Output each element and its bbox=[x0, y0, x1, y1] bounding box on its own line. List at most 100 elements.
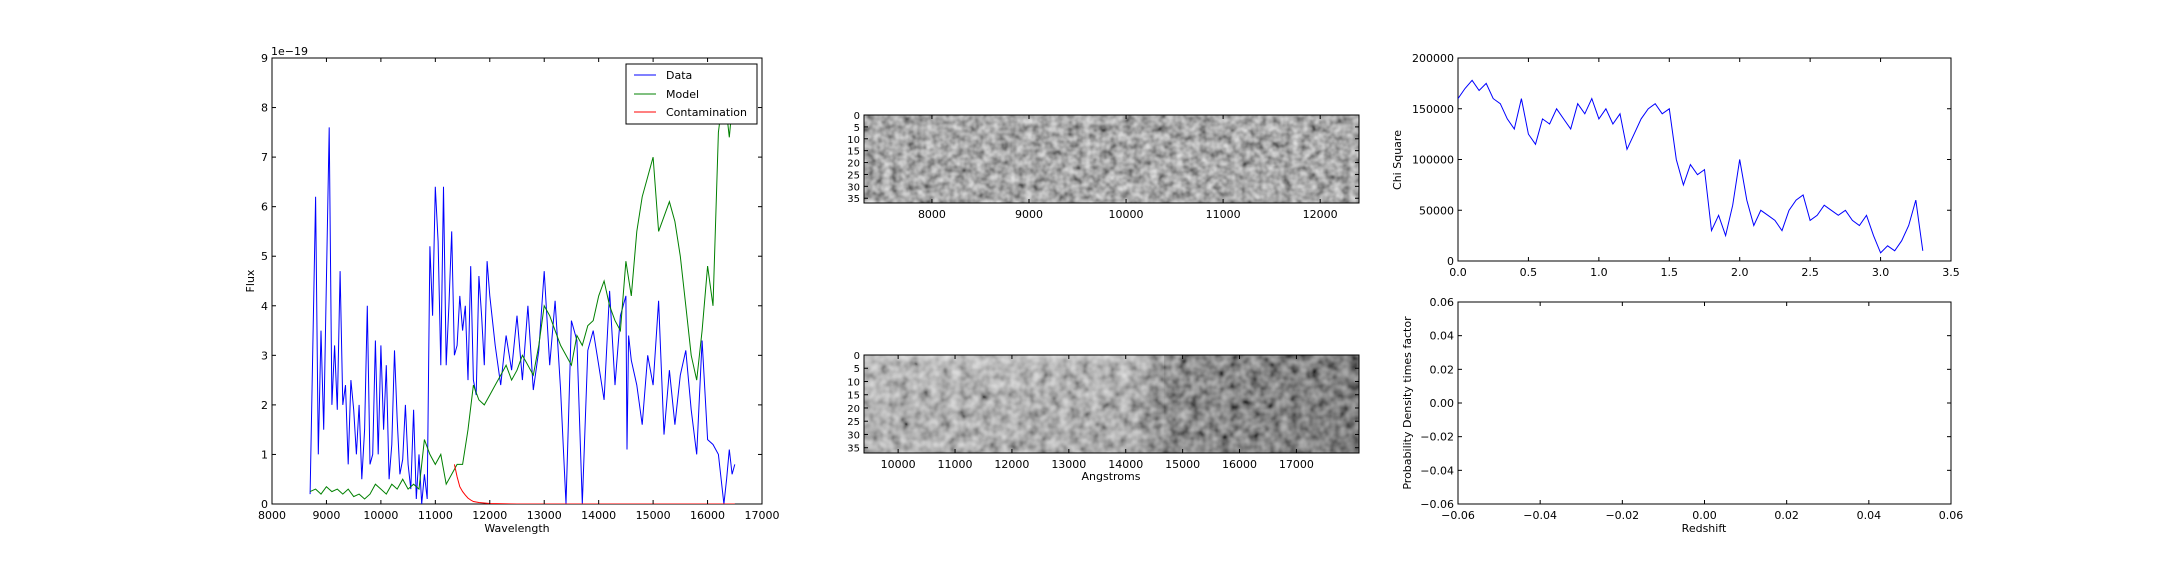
spectrum-2d-top-y-tick-label: 0 bbox=[854, 111, 860, 122]
spectrum-x-tick-label: 14000 bbox=[581, 509, 616, 522]
spectrum-x-axis-label: Wavelength bbox=[484, 522, 549, 535]
spectrum-y-tick-label: 4 bbox=[261, 300, 268, 313]
spectrum-x-tick-label: 12000 bbox=[472, 509, 507, 522]
pdf-y-tick-label: 0.04 bbox=[1430, 330, 1455, 343]
spectrum-x-tick-label: 13000 bbox=[527, 509, 562, 522]
spectrum-2d-bottom-y-tick-label: 5 bbox=[854, 364, 860, 375]
spectrum-2d-bottom-x-tick-label: 10000 bbox=[881, 458, 916, 471]
spectrum-2d-bottom-y-tick-label: 10 bbox=[847, 377, 860, 388]
spectrum-2d-bottom-x-tick-label: 15000 bbox=[1165, 458, 1200, 471]
spectrum-x-tick-label: 8000 bbox=[258, 509, 286, 522]
spectrum-2d-bottom-y-tick-label: 35 bbox=[847, 444, 860, 455]
spectrum-x-tick-label: 17000 bbox=[745, 509, 780, 522]
spectrum-2d-bottom-x-tick-label: 17000 bbox=[1279, 458, 1314, 471]
spectrum-2d-bottom-x-tick-label: 14000 bbox=[1108, 458, 1143, 471]
pdf-x-tick-label: 0.02 bbox=[1774, 509, 1799, 522]
spectrum-2d-top-x-tick-label: 9000 bbox=[1015, 208, 1043, 221]
pdf-y-tick-label: −0.04 bbox=[1420, 464, 1454, 477]
spectrum-2d-bottom-x-tick-label: 11000 bbox=[938, 458, 973, 471]
chisq-x-tick-label: 0.0 bbox=[1449, 266, 1467, 279]
chisq-y-axis-label: Chi Square bbox=[1391, 130, 1404, 190]
spectrum-2d-bottom-y-tick-label: 20 bbox=[847, 404, 860, 415]
pdf-y-tick-label: 0.06 bbox=[1430, 296, 1455, 309]
pdf-x-tick-label: −0.04 bbox=[1523, 509, 1557, 522]
spectrum-series-contamination-line bbox=[453, 464, 735, 504]
pdf-y-tick-label: −0.02 bbox=[1420, 431, 1454, 444]
spectrum-2d-top-y-tick-label: 30 bbox=[847, 182, 860, 193]
spectrum-y-tick-label: 2 bbox=[261, 399, 268, 412]
spectrum-2d-top-x-tick-label: 12000 bbox=[1303, 208, 1338, 221]
spectrum-2d-top-x-tick-label: 11000 bbox=[1206, 208, 1241, 221]
spectrum-2d-top-y-tick-label: 5 bbox=[854, 123, 860, 134]
legend-label-data: Data bbox=[666, 69, 692, 82]
spectrum-2d-top-image bbox=[864, 115, 1359, 203]
spectrum-plot-frame bbox=[271, 57, 763, 505]
spectrum-legend: Data Model Contamination bbox=[625, 63, 758, 125]
chisq-x-tick-label: 2.0 bbox=[1731, 266, 1749, 279]
spectrum-y-tick-label: 5 bbox=[261, 250, 268, 263]
chisq-y-tick-label: 150000 bbox=[1412, 103, 1454, 116]
chisq-y-tick-label: 0 bbox=[1447, 255, 1454, 268]
legend-label-model: Model bbox=[666, 88, 699, 101]
spectrum-y-tick-label: 0 bbox=[261, 498, 268, 511]
spectrum-y-tick-label: 3 bbox=[261, 349, 268, 362]
spectrum-y-tick-label: 6 bbox=[261, 201, 268, 214]
spectrum-chart: 8000 9000 10000 11000 12000 13000 14000 15000 16… bbox=[244, 45, 780, 535]
pdf-x-tick-label: 0.04 bbox=[1857, 509, 1882, 522]
spectrum-2d-bottom-y-tick-label: 30 bbox=[847, 430, 860, 441]
chisq-chart: 0.0 0.5 1.0 1.5 2.0 2.5 3.0 3.5 0 50000 100000 150… bbox=[1391, 52, 1960, 279]
spectrum-2d-bottom-frame bbox=[863, 354, 1360, 454]
chisq-x-tick-label: 3.0 bbox=[1872, 266, 1890, 279]
spectrum-2d-top-x-tick-label: 8000 bbox=[918, 208, 946, 221]
spectrum-2d-bottom-x-tick-label: 13000 bbox=[1051, 458, 1086, 471]
spectrum-2d-top-x-tick-label: 10000 bbox=[1109, 208, 1144, 221]
chisq-y-tick-label: 200000 bbox=[1412, 52, 1454, 65]
spectrum-2d-bottom-y-tick-label: 15 bbox=[847, 391, 860, 402]
spectrum-y-axis-label: Flux bbox=[244, 269, 257, 292]
spectrum-2d-x-axis-label: Angstroms bbox=[1082, 470, 1141, 483]
spectrum-x-tick-label: 15000 bbox=[636, 509, 671, 522]
spectrum-y-tick-label: 8 bbox=[261, 102, 268, 115]
pdf-x-axis-label: Redshift bbox=[1682, 522, 1727, 535]
chisq-series-0-line bbox=[1458, 79, 1924, 254]
chisq-y-tick-label: 100000 bbox=[1412, 154, 1454, 167]
spectrum-2d-bottom-x-tick-label: 12000 bbox=[994, 458, 1029, 471]
spectrum-2d-top-frame bbox=[863, 114, 1360, 204]
spectrum-2d-bottom-y-tick-label: 0 bbox=[854, 351, 860, 362]
spectrum-series-data-line bbox=[309, 127, 736, 504]
chisq-x-tick-label: 1.0 bbox=[1590, 266, 1608, 279]
pdf-y-tick-label: −0.06 bbox=[1420, 498, 1454, 511]
spectrum-2d-top-y-tick-label: 15 bbox=[847, 147, 860, 158]
pdf-x-tick-label: 0.06 bbox=[1939, 509, 1964, 522]
pdf-plot-frame bbox=[1457, 301, 1952, 505]
spectrum-2d-top-y-tick-label: 20 bbox=[847, 159, 860, 170]
spectrum-2d-bottom-x-tick-label: 16000 bbox=[1222, 458, 1257, 471]
spectrum-y-tick-label: 1 bbox=[261, 448, 268, 461]
legend-label-contamination: Contamination bbox=[666, 106, 747, 119]
spectrum-2d-top-y-tick-label: 25 bbox=[847, 170, 860, 181]
pdf-chart: −0.06 −0.04 −0.02 0.00 0.02 0.04 0.06 −0.06 −0.… bbox=[1401, 296, 1963, 535]
spectrum-x-tick-label: 10000 bbox=[363, 509, 398, 522]
spectrum-x-tick-label: 9000 bbox=[312, 509, 340, 522]
chisq-x-tick-label: 2.5 bbox=[1801, 266, 1819, 279]
spectrum-series-model-line bbox=[309, 77, 736, 500]
spectrum-2d-bottom: 10000 11000 12000 13000 14000 15000 16000 17000… bbox=[847, 351, 1360, 483]
spectrum-y-tick-label: 9 bbox=[261, 52, 268, 65]
spectrum-offset-text: 1e−19 bbox=[271, 45, 308, 58]
chisq-plot-frame bbox=[1457, 57, 1952, 262]
spectrum-y-tick-label: 7 bbox=[261, 151, 268, 164]
chisq-x-tick-label: 0.5 bbox=[1520, 266, 1538, 279]
pdf-x-tick-label: 0.00 bbox=[1692, 509, 1717, 522]
spectrum-2d-top-y-tick-label: 10 bbox=[847, 135, 860, 146]
spectrum-x-tick-label: 11000 bbox=[418, 509, 453, 522]
spectrum-x-tick-label: 16000 bbox=[690, 509, 725, 522]
chisq-y-tick-label: 50000 bbox=[1419, 204, 1454, 217]
spectrum-2d-bottom-trace bbox=[864, 355, 1164, 453]
pdf-y-axis-label: Probability Density times factor bbox=[1401, 316, 1414, 490]
chisq-x-tick-label: 3.5 bbox=[1942, 266, 1960, 279]
pdf-y-tick-label: 0.00 bbox=[1430, 397, 1455, 410]
pdf-y-tick-label: 0.02 bbox=[1430, 363, 1455, 376]
chisq-x-tick-label: 1.5 bbox=[1661, 266, 1679, 279]
